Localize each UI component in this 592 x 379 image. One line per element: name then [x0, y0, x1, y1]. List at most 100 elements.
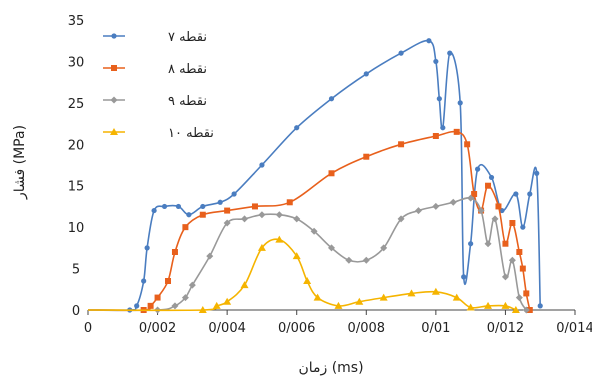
data-point [223, 297, 232, 305]
data-point [188, 281, 196, 289]
data-point [141, 278, 147, 284]
x-tick-label: 0/004 [208, 321, 245, 336]
data-point [436, 96, 442, 102]
x-tick-label: 0/002 [139, 321, 176, 336]
data-point [257, 243, 266, 251]
x-tick-label: 0/014 [556, 321, 592, 336]
data-point [527, 191, 533, 197]
series-10 [87, 235, 520, 313]
x-tick-label: 0/008 [348, 321, 385, 336]
data-point [362, 256, 370, 264]
data-point [328, 244, 335, 252]
legend-marker [111, 65, 117, 71]
data-point [231, 191, 237, 197]
data-point [345, 256, 353, 264]
data-point [241, 215, 249, 223]
data-point [328, 170, 335, 177]
data-point [452, 293, 461, 301]
x-tick-label: 0/012 [487, 321, 524, 336]
data-point [379, 293, 388, 301]
data-point [453, 128, 460, 135]
data-point [414, 207, 422, 215]
data-point [495, 203, 502, 210]
data-point [200, 203, 206, 210]
series-9 [87, 194, 530, 314]
legend-label: نقطه ۹ [168, 94, 207, 109]
data-point [447, 50, 453, 56]
data-point [217, 199, 223, 205]
series-7 [87, 38, 543, 313]
data-point [432, 133, 439, 139]
data-point [511, 306, 520, 313]
y-tick-label: 15 [68, 180, 85, 195]
data-point [293, 215, 301, 223]
legend-item: نقطه ۹ [103, 94, 207, 109]
data-point [398, 50, 404, 56]
data-point [508, 256, 516, 264]
legend-marker [111, 33, 117, 39]
data-point [431, 287, 440, 295]
legend-item: نقطه ۱۰ [103, 126, 214, 141]
series-line [87, 238, 517, 312]
data-point [491, 215, 499, 223]
data-point [292, 252, 301, 260]
data-point [484, 301, 493, 309]
legend-marker [110, 96, 118, 104]
data-point [251, 203, 258, 210]
data-point [519, 265, 526, 272]
data-point [275, 211, 283, 219]
data-point [294, 125, 300, 131]
data-point [182, 224, 189, 231]
data-point [433, 58, 439, 65]
series-8 [87, 128, 533, 313]
data-point [534, 170, 540, 176]
data-point [380, 244, 388, 252]
data-point [303, 277, 312, 284]
data-point [509, 220, 516, 226]
data-point [501, 301, 510, 309]
data-point [398, 141, 405, 148]
data-point [466, 303, 475, 311]
data-point [147, 302, 154, 309]
series-layer [87, 38, 543, 314]
data-point [286, 199, 293, 206]
data-point [165, 278, 172, 284]
data-point [537, 303, 543, 309]
data-point [520, 224, 526, 230]
data-point [475, 166, 481, 172]
data-point [516, 249, 523, 255]
legend-label: نقطه ۷ [168, 30, 207, 45]
y-tick-label: 35 [68, 14, 85, 29]
data-point [502, 240, 509, 247]
data-point [515, 294, 523, 302]
data-point [523, 290, 530, 297]
data-point [223, 219, 231, 227]
data-point [501, 273, 509, 281]
legend-label: نقطه ۸ [168, 62, 207, 77]
legend-item: نقطه ۸ [103, 62, 207, 77]
data-point [313, 293, 322, 301]
data-point [144, 245, 150, 251]
data-point [206, 252, 214, 260]
data-point [407, 289, 416, 297]
data-point [461, 274, 467, 280]
legend-marker [110, 128, 118, 135]
data-point [457, 100, 463, 106]
data-point [328, 96, 335, 102]
data-point [175, 203, 182, 210]
data-point [468, 241, 474, 247]
data-point [151, 207, 157, 214]
data-point [198, 306, 207, 313]
data-point [522, 306, 530, 314]
y-tick-label: 0 [72, 304, 80, 319]
y-tick-label: 25 [68, 97, 85, 112]
data-point [181, 294, 189, 302]
x-tick-label: 0 [84, 321, 92, 336]
data-point [212, 301, 221, 309]
data-point [477, 207, 485, 215]
data-point [440, 125, 446, 131]
data-point [186, 212, 192, 218]
data-point [310, 227, 318, 235]
data-point [513, 191, 519, 197]
